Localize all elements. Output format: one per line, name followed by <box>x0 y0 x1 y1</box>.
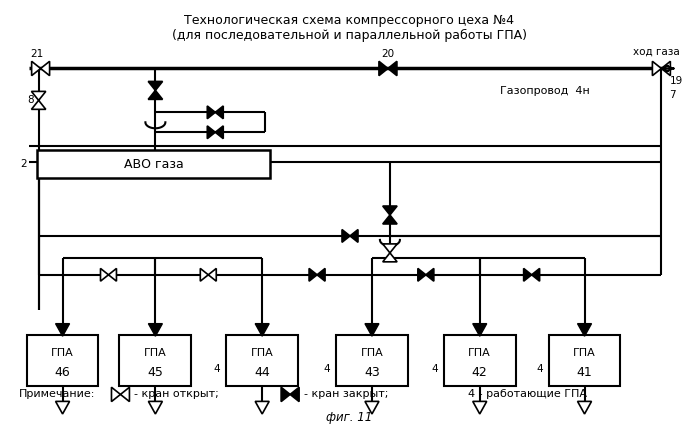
Text: ГПА: ГПА <box>573 348 596 357</box>
Text: Технологическая схема компрессорного цеха №4: Технологическая схема компрессорного цех… <box>184 14 514 27</box>
Polygon shape <box>215 106 223 119</box>
Text: 46: 46 <box>55 366 71 379</box>
Bar <box>36 150 270 178</box>
Polygon shape <box>661 61 670 76</box>
Text: 44: 44 <box>254 366 270 379</box>
Text: Примечание:: Примечание: <box>19 389 95 399</box>
Text: 7: 7 <box>670 90 676 101</box>
Polygon shape <box>101 268 108 281</box>
Text: ход газа: ход газа <box>633 47 679 56</box>
Polygon shape <box>365 324 379 336</box>
Polygon shape <box>208 268 216 281</box>
Polygon shape <box>148 81 163 90</box>
Text: 4: 4 <box>431 365 438 374</box>
Polygon shape <box>473 401 487 414</box>
Polygon shape <box>418 268 426 281</box>
Polygon shape <box>120 387 129 401</box>
Bar <box>336 335 408 386</box>
Bar <box>120 335 192 386</box>
Polygon shape <box>108 268 117 281</box>
Text: 20: 20 <box>382 48 394 59</box>
Polygon shape <box>309 268 317 281</box>
Polygon shape <box>383 215 397 224</box>
Polygon shape <box>577 324 591 336</box>
Text: 45: 45 <box>147 366 164 379</box>
Polygon shape <box>281 387 290 401</box>
Polygon shape <box>56 401 70 414</box>
Polygon shape <box>111 387 120 401</box>
Polygon shape <box>201 268 208 281</box>
Polygon shape <box>524 268 532 281</box>
Polygon shape <box>577 401 591 414</box>
Text: 4: 4 <box>324 365 330 374</box>
Bar <box>549 335 621 386</box>
Polygon shape <box>31 92 46 101</box>
Text: 41: 41 <box>577 366 593 379</box>
Polygon shape <box>426 268 434 281</box>
Text: ГПА: ГПА <box>251 348 273 357</box>
Text: 4: 4 <box>214 365 220 374</box>
Text: ГПА: ГПА <box>361 348 383 357</box>
Polygon shape <box>255 401 269 414</box>
Polygon shape <box>215 126 223 139</box>
Text: 2: 2 <box>20 159 27 169</box>
Text: ГПА: ГПА <box>468 348 491 357</box>
Polygon shape <box>41 61 50 76</box>
Polygon shape <box>208 106 215 119</box>
Text: 21: 21 <box>31 48 44 59</box>
Polygon shape <box>379 61 388 76</box>
Text: ГПА: ГПА <box>51 348 74 357</box>
Polygon shape <box>56 324 70 336</box>
Text: - кран открыт;: - кран открыт; <box>134 389 219 399</box>
Polygon shape <box>383 253 397 262</box>
Text: (для последовательной и параллельной работы ГПА): (для последовательной и параллельной раб… <box>171 29 526 42</box>
Polygon shape <box>290 387 299 401</box>
Text: - кран закрыт;: - кран закрыт; <box>304 389 389 399</box>
Text: 19: 19 <box>670 77 683 86</box>
Bar <box>27 335 99 386</box>
Bar <box>444 335 516 386</box>
Polygon shape <box>652 61 661 76</box>
Text: 43: 43 <box>364 366 380 379</box>
Polygon shape <box>255 324 269 336</box>
Polygon shape <box>31 61 41 76</box>
Text: ГПА: ГПА <box>144 348 167 357</box>
Polygon shape <box>365 401 379 414</box>
Polygon shape <box>532 268 540 281</box>
Text: 4 - работающие ГПА: 4 - работающие ГПА <box>468 389 586 399</box>
Polygon shape <box>148 324 162 336</box>
Polygon shape <box>148 401 162 414</box>
Text: Газопровод  4н: Газопровод 4н <box>500 86 589 96</box>
Text: 42: 42 <box>472 366 488 379</box>
Polygon shape <box>317 268 325 281</box>
Polygon shape <box>31 101 46 109</box>
Bar <box>226 335 298 386</box>
Polygon shape <box>383 244 397 253</box>
Polygon shape <box>388 61 397 76</box>
Text: 8: 8 <box>27 95 34 105</box>
Text: 4: 4 <box>536 365 542 374</box>
Text: фиг. 11: фиг. 11 <box>326 411 372 424</box>
Polygon shape <box>473 324 487 336</box>
Polygon shape <box>208 126 215 139</box>
Polygon shape <box>148 90 163 99</box>
Polygon shape <box>342 229 350 242</box>
Polygon shape <box>383 206 397 215</box>
Text: АВО газа: АВО газа <box>124 158 183 171</box>
Polygon shape <box>350 229 358 242</box>
